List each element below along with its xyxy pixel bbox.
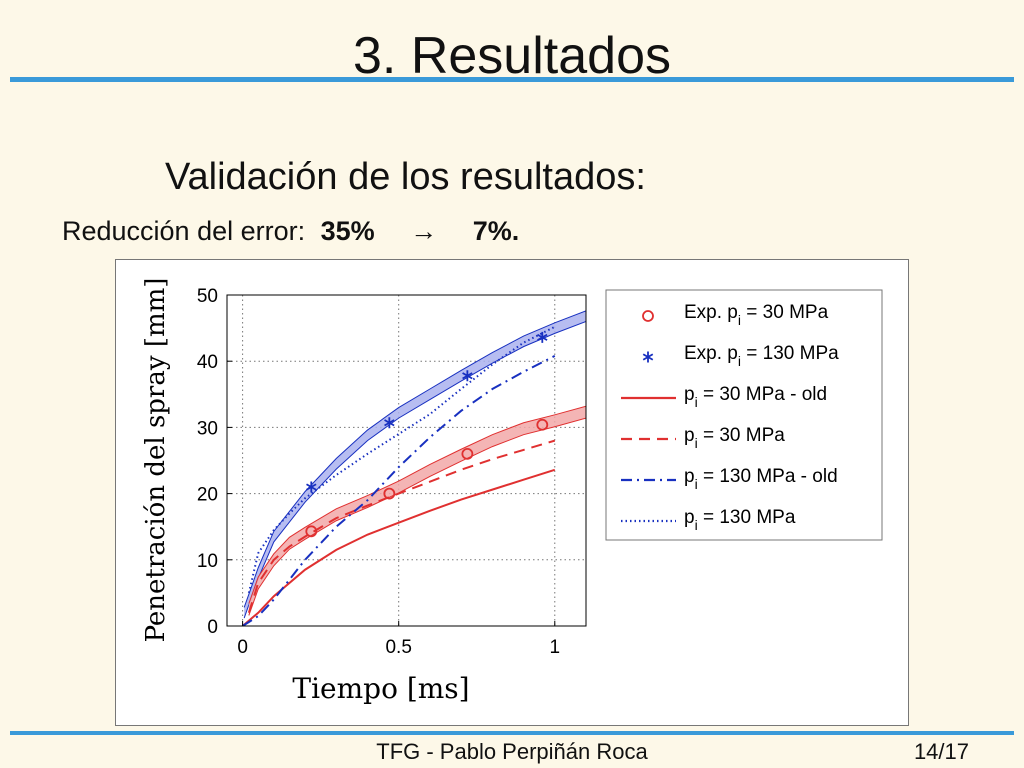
y-tick-label: 20 <box>197 485 218 506</box>
confidence-band-lower <box>248 417 586 616</box>
y-tick-label: 50 <box>197 286 218 307</box>
legend-entry-label: pi = 130 MPa <box>684 507 796 533</box>
legend-entry-label: pi = 30 MPa <box>684 425 785 451</box>
y-tick-label: 30 <box>197 418 218 439</box>
x-tick-label: 0 <box>237 637 248 658</box>
title-rule <box>10 77 1014 82</box>
star-marker <box>462 370 473 382</box>
error-reduction-line: Reducción del error: 35% → 7%. <box>62 214 519 248</box>
figure-panel: 0 0.5 1 0 10 20 30 40 50 Tiempo [ms] Penetración… <box>115 259 909 726</box>
footer-author: TFG - Pablo Perpiñán Roca <box>376 739 648 764</box>
error-after-value: 7%. <box>472 216 520 246</box>
grid <box>227 295 586 626</box>
right-arrow-icon: → <box>410 216 438 246</box>
legend: Exp. pi = 30 MPa Exp. pi = 130 MPa pi = 30… <box>621 302 839 533</box>
series-solid-line <box>241 468 556 626</box>
slide-title: 3. Resultados <box>353 27 671 85</box>
star-marker <box>306 481 317 493</box>
legend-entry-label: Exp. pi = 30 MPa <box>684 302 829 328</box>
confidence-band-upper <box>248 405 586 604</box>
confidence-band-lower <box>243 321 586 619</box>
confidence-band-upper <box>243 310 586 608</box>
legend-entry-label: pi = 130 MPa - old <box>684 466 838 492</box>
y-tick-label: 0 <box>207 617 218 638</box>
star-marker <box>537 331 548 343</box>
series-dotted-line <box>247 325 556 594</box>
legend-entry-label: pi = 30 MPa - old <box>684 384 827 410</box>
circle-marker <box>383 487 396 500</box>
series-dashdot-line <box>242 355 556 626</box>
x-tick-label: 0.5 <box>385 637 411 658</box>
legend-box <box>605 289 883 541</box>
error-before-value: 35% <box>320 216 375 246</box>
y-tick-label: 40 <box>197 352 218 373</box>
error-label: Reducción del error: <box>62 216 306 246</box>
star-marker <box>384 417 395 429</box>
series-markers <box>305 331 549 538</box>
series-dashed-line <box>247 439 556 614</box>
legend-circle-marker <box>642 310 654 322</box>
y-tick-label: 10 <box>197 551 218 572</box>
x-axis-label: Tiempo [ms] <box>292 672 469 705</box>
y-axis-label: Penetración del spray [mm] <box>141 278 171 643</box>
plot-frame <box>226 294 587 627</box>
confidence-band-fill <box>248 406 586 616</box>
circle-marker <box>461 447 474 460</box>
x-tick-label: 1 <box>549 637 560 658</box>
circle-marker <box>305 525 318 538</box>
slide-subtitle: Validación de los resultados: <box>165 156 646 198</box>
legend-entry-label: Exp. pi = 130 MPa <box>684 343 839 369</box>
footer-rule <box>10 731 1014 735</box>
page-number: 14/17 <box>913 739 969 764</box>
circle-marker <box>536 418 549 431</box>
legend-star-marker <box>642 351 654 363</box>
series-lines <box>241 325 556 626</box>
